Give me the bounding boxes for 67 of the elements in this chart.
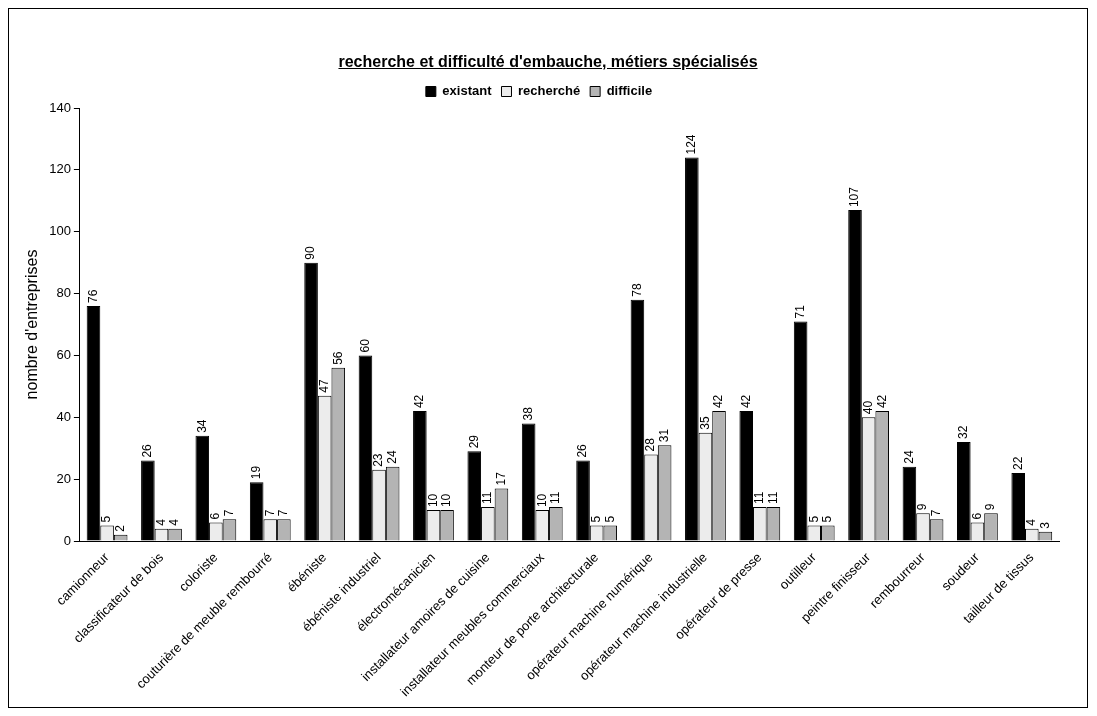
data-label: 23 <box>371 453 386 467</box>
data-label: 29 <box>466 434 481 449</box>
y-tick-label: 80 <box>56 285 71 301</box>
data-label: 9 <box>915 503 930 511</box>
data-label: 47 <box>316 378 331 393</box>
data-label: 6 <box>208 512 223 520</box>
chart-title: recherche et difficulté d'embauche, métiers spécialisés <box>337 53 759 71</box>
data-label: 22 <box>1010 456 1025 470</box>
data-label: 11 <box>765 491 780 504</box>
data-label: 17 <box>493 471 508 486</box>
y-tick-label: 0 <box>63 532 71 548</box>
data-label: 124 <box>684 134 699 155</box>
y-axis-title: nombre d'entreprises <box>23 249 41 400</box>
y-tick-label: 100 <box>49 223 71 239</box>
data-label: 28 <box>643 437 658 452</box>
data-label: 4 <box>153 518 168 526</box>
data-label: 78 <box>629 283 644 297</box>
y-tick-label: 40 <box>56 408 71 424</box>
data-label: 26 <box>140 443 155 458</box>
data-label: 7 <box>276 509 291 517</box>
data-label: 5 <box>806 515 821 523</box>
y-tick-label: 140 <box>49 99 71 115</box>
data-label: 10 <box>425 493 440 508</box>
data-label: 5 <box>820 515 835 523</box>
legend-label: existant <box>442 83 493 99</box>
data-label: 7 <box>262 509 277 517</box>
data-label: 10 <box>439 493 454 508</box>
data-label: 3 <box>1037 521 1052 529</box>
y-tick-label: 60 <box>56 347 71 363</box>
data-label: 6 <box>969 512 984 520</box>
data-label: 42 <box>738 394 753 409</box>
data-label: 10 <box>534 493 549 508</box>
data-label: 31 <box>656 428 671 443</box>
data-label: 5 <box>99 515 114 523</box>
data-label: 42 <box>874 394 889 409</box>
data-label: 7 <box>221 509 236 517</box>
data-label: 24 <box>384 450 399 464</box>
data-label: 90 <box>303 245 318 260</box>
data-label: 26 <box>575 443 590 458</box>
data-label: 4 <box>167 518 182 526</box>
data-label: 107 <box>847 186 862 208</box>
data-label: 42 <box>412 394 427 409</box>
data-label: 19 <box>248 465 263 480</box>
data-label: 42 <box>711 394 726 409</box>
legend-label: difficile <box>606 83 653 99</box>
data-label: 71 <box>792 304 807 319</box>
y-tick-label: 120 <box>49 161 71 177</box>
data-label: 5 <box>602 515 617 523</box>
data-label: 5 <box>588 515 603 523</box>
data-label: 9 <box>983 503 998 511</box>
data-label: 24 <box>901 450 916 464</box>
data-label: 7 <box>928 509 943 517</box>
data-label: 11 <box>548 491 563 504</box>
data-label: 32 <box>956 425 971 440</box>
data-label: 76 <box>85 289 100 303</box>
data-label: 11 <box>752 491 767 504</box>
y-tick-label: 20 <box>56 470 71 486</box>
data-label: 11 <box>480 491 495 504</box>
data-label: 56 <box>330 351 345 365</box>
data-label: 34 <box>194 419 209 433</box>
legend-label: recherché <box>517 83 581 99</box>
data-label: 2 <box>113 524 127 532</box>
data-label: 40 <box>860 400 875 415</box>
data-label: 60 <box>357 338 372 353</box>
data-label: 38 <box>520 406 535 421</box>
data-label: 35 <box>697 416 712 430</box>
data-label: 4 <box>1024 518 1039 526</box>
